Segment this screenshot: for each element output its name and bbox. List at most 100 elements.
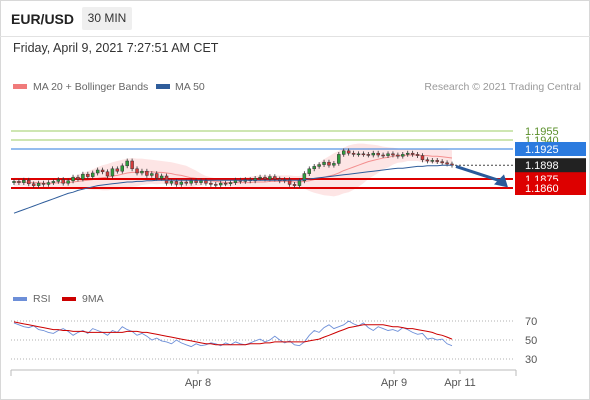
candle-body <box>110 168 115 177</box>
candle-body <box>140 170 144 174</box>
x-tick-label: Apr 9 <box>381 377 407 389</box>
candle-body <box>179 181 184 185</box>
forecast-arrow-head <box>494 174 508 188</box>
candle-body <box>223 182 228 185</box>
candle-body <box>322 161 326 165</box>
candle-body <box>258 176 262 179</box>
timeframe-button[interactable]: 30 MIN <box>82 7 132 30</box>
candle-body <box>154 173 159 179</box>
candle-body <box>204 180 208 184</box>
bollinger-band-fill <box>14 143 452 197</box>
candle-body <box>130 160 134 170</box>
rsi-tick-50: 50 <box>525 335 537 347</box>
candle-body <box>36 182 41 186</box>
candle-body <box>228 182 233 185</box>
credit-text: Research © 2021 Trading Central <box>424 81 581 93</box>
candle-body <box>76 176 80 180</box>
candle-body <box>342 150 346 155</box>
candle-body <box>91 172 95 177</box>
candle-body <box>327 161 331 166</box>
candle-body <box>46 182 51 185</box>
candle-body <box>61 179 65 184</box>
candle-body <box>174 181 179 185</box>
candle-body <box>317 164 321 167</box>
candle-body <box>396 154 400 157</box>
candle-body <box>435 160 439 162</box>
candle-body <box>51 181 56 183</box>
candle-body <box>105 171 110 177</box>
candle-body <box>86 173 90 177</box>
rsi-line <box>13 320 453 348</box>
candle-body <box>164 175 169 184</box>
level-label-1.1860: 1.1860 <box>525 183 559 195</box>
candle-body <box>346 150 351 154</box>
candle-body <box>312 166 316 170</box>
legend-swatch-bollinger <box>13 84 27 89</box>
candle-body <box>371 152 375 156</box>
candle-body <box>81 173 85 180</box>
legend-swatch-ma50 <box>156 84 170 89</box>
candle-body <box>386 153 390 156</box>
symbol-title: EUR/USD <box>11 11 75 27</box>
candle-body <box>302 173 307 182</box>
level-label-1.1925: 1.1925 <box>525 144 559 156</box>
level-tag-1.1925 <box>515 142 586 156</box>
candle-body <box>17 181 21 183</box>
candle-body <box>376 152 380 156</box>
candle-body <box>253 178 257 182</box>
timestamp: Friday, April 9, 2021 7:27:51 AM CET <box>13 41 219 55</box>
candle-body <box>273 176 277 180</box>
candle-body <box>56 179 61 182</box>
candle-body <box>356 153 361 156</box>
candle-body <box>415 154 420 156</box>
candle-body <box>66 180 70 184</box>
x-tick-label: Apr 8 <box>185 377 211 389</box>
candle-body <box>366 154 371 156</box>
bollinger-bands <box>14 143 453 197</box>
candle-body <box>263 176 267 180</box>
rsi-panel: RSI 9MA 70 50 30 <box>11 293 537 366</box>
candle-body <box>150 173 154 176</box>
candle-body <box>184 181 188 184</box>
legend-swatch-9ma <box>62 297 76 301</box>
rsi-tick-70: 70 <box>525 316 537 328</box>
candle-body <box>71 176 75 182</box>
candle-body <box>218 182 223 186</box>
rsi-ma-line <box>13 321 453 346</box>
candle-body <box>445 162 449 165</box>
candle-body <box>145 170 149 176</box>
last-price-label: 1.1898 <box>525 160 559 172</box>
forecast-arrow-shaft <box>455 164 503 183</box>
candle-body <box>405 152 410 155</box>
header-divider <box>0 36 590 37</box>
candles <box>12 148 454 188</box>
candle-body <box>189 180 193 184</box>
candle-body <box>27 179 31 185</box>
candle-body <box>292 184 297 186</box>
candle-body <box>425 159 430 162</box>
level-tag-1.1860 <box>515 181 586 195</box>
candle-body <box>297 180 302 186</box>
price-legend: MA 20 + Bollinger Bands MA 50 <box>13 81 205 93</box>
candle-body <box>391 153 395 156</box>
candle-body <box>381 154 385 157</box>
legend-label-rsi: RSI <box>33 293 51 305</box>
candle-body <box>420 155 425 161</box>
candle-body <box>214 184 218 186</box>
candle-body <box>410 152 415 155</box>
candle-body <box>361 153 366 156</box>
candle-body <box>100 169 105 173</box>
legend-label-bollinger: MA 20 + Bollinger Bands <box>33 81 148 93</box>
candle-body <box>31 183 36 186</box>
candle-body <box>440 161 444 164</box>
candle-body <box>12 181 16 183</box>
candle-body <box>22 179 26 183</box>
candle-body <box>95 169 100 174</box>
candle-body <box>115 168 120 172</box>
candle-body <box>307 168 312 174</box>
candle-body <box>199 180 203 183</box>
candle-body <box>351 152 356 155</box>
candle-body <box>135 168 139 174</box>
